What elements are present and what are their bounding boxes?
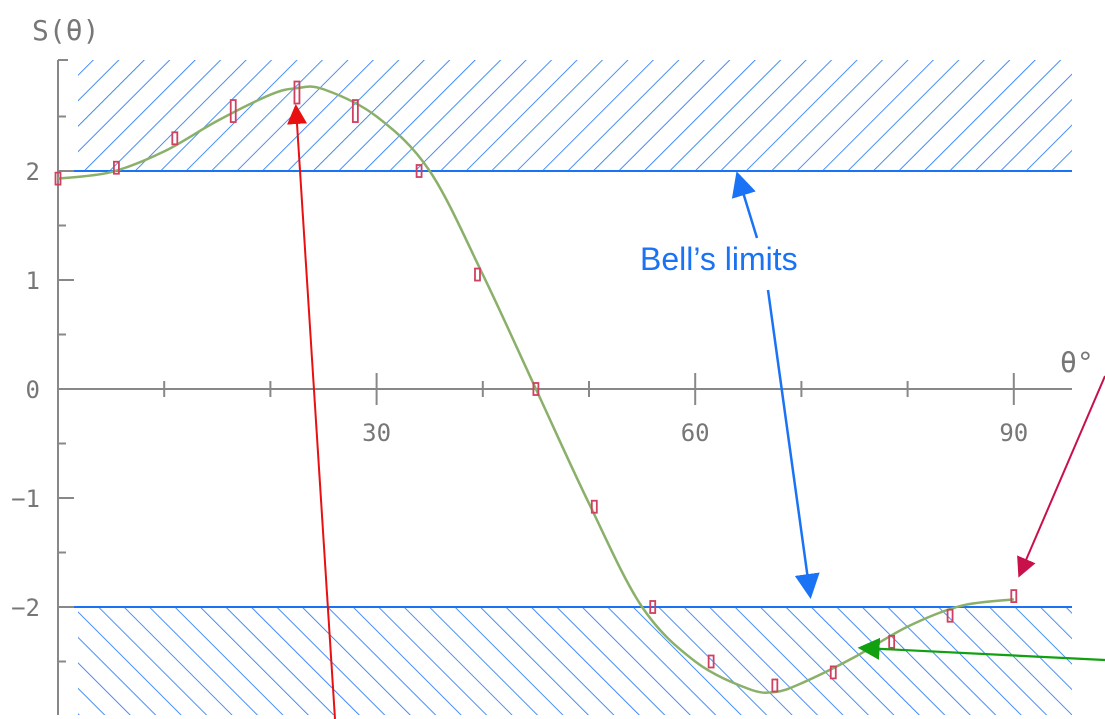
green-arrow-to-curve bbox=[857, 637, 1105, 662]
measurement-point bbox=[351, 99, 359, 123]
x-tick-label: 30 bbox=[362, 419, 391, 447]
red-arrow-to-max bbox=[287, 104, 336, 719]
hatched-forbidden-regions bbox=[78, 60, 1072, 715]
measurement-point bbox=[171, 131, 179, 146]
axes bbox=[57, 59, 1072, 715]
bell-limits-annotation: Bell’s limits bbox=[640, 241, 798, 277]
measurement-point bbox=[946, 608, 954, 623]
measurement-point bbox=[415, 164, 423, 178]
blue-arrow-to-upper-limit bbox=[731, 171, 759, 239]
measurement-point bbox=[649, 600, 657, 614]
y-tick-labels: 2 1 0 −1 −2 bbox=[11, 158, 40, 622]
theory-curve-group bbox=[57, 85, 1014, 694]
y-tick-label: 2 bbox=[26, 158, 40, 186]
magenta-arrow-to-point bbox=[1017, 375, 1105, 578]
measurement-point bbox=[771, 678, 779, 693]
x-tick-labels: 30 60 90 bbox=[362, 419, 1028, 447]
measurement-point bbox=[54, 171, 62, 186]
lower-hatch-region bbox=[78, 607, 1072, 715]
annotation-arrows bbox=[287, 104, 1105, 719]
y-axis-label: S(θ) bbox=[32, 14, 99, 47]
measurement-point bbox=[1010, 589, 1018, 603]
measurement-points bbox=[54, 80, 1018, 693]
measurement-point bbox=[113, 160, 120, 175]
measurement-point bbox=[229, 99, 237, 123]
blue-arrow-to-lower-limit bbox=[766, 289, 820, 599]
y-tick-label: −1 bbox=[11, 485, 40, 513]
y-tick-label: 0 bbox=[26, 376, 40, 404]
y-tick-label: 1 bbox=[26, 267, 40, 295]
bell-limit-lines bbox=[58, 170, 1072, 608]
measurement-point bbox=[532, 382, 540, 396]
measurement-point bbox=[888, 634, 896, 649]
measurement-point bbox=[707, 654, 715, 669]
upper-hatch-region bbox=[78, 60, 1072, 171]
theory-curve bbox=[57, 85, 1014, 694]
x-tick-label: 60 bbox=[681, 419, 710, 447]
measurement-point bbox=[590, 499, 598, 514]
y-tick-label: −2 bbox=[11, 594, 40, 622]
measurement-point bbox=[293, 80, 301, 105]
x-axis-label: θ° bbox=[1060, 346, 1094, 379]
measurement-point bbox=[474, 267, 481, 282]
tick-marks bbox=[58, 115, 1015, 663]
measurement-point bbox=[829, 665, 837, 680]
x-tick-label: 90 bbox=[999, 419, 1028, 447]
